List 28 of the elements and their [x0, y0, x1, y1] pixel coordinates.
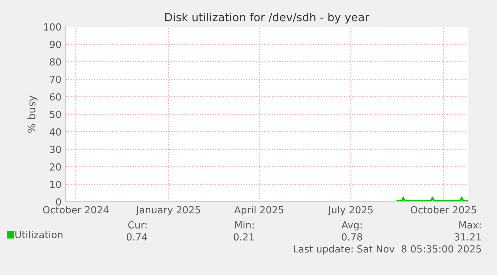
x-tick-label: October 2025 — [410, 206, 476, 214]
text: Avg: — [342, 222, 362, 231]
legend-label: Utilization — [16, 231, 63, 239]
y-axis-title: % busy — [28, 96, 38, 133]
y-tick-label: 80 — [50, 58, 62, 66]
y-tick-label: 60 — [50, 93, 62, 101]
text: Cur: — [128, 221, 147, 229]
y-tick-label: 0 — [56, 198, 62, 206]
y-tick-label: 90 — [50, 40, 62, 48]
y-tick-label: 70 — [50, 76, 62, 84]
y-tick-label: 20 — [50, 163, 62, 171]
text: Last update: Sat Nov 8 05:35:00 2025 — [294, 245, 482, 255]
y-tick-label: 50 — [50, 110, 62, 118]
y-tick-label: 30 — [50, 146, 62, 154]
x-tick-label: January 2025 — [136, 206, 200, 216]
chart-title: Disk utilization for /dev/sdh - by year — [166, 13, 370, 24]
text: 0.74 — [126, 233, 148, 241]
text: 0.21 — [234, 233, 254, 241]
y-tick-label: 10 — [50, 180, 62, 188]
y-tick-label: 100 — [44, 23, 62, 31]
text: Min: — [235, 221, 254, 229]
text: Max: — [460, 222, 481, 229]
x-tick-label: July 2025 — [328, 206, 373, 216]
text: 31.21 — [454, 233, 482, 241]
x-tick-label: October 2024 — [43, 206, 109, 214]
x-tick-label: April 2025 — [234, 206, 284, 216]
y-tick-label: 40 — [50, 128, 62, 136]
text: 0.78 — [342, 233, 362, 241]
